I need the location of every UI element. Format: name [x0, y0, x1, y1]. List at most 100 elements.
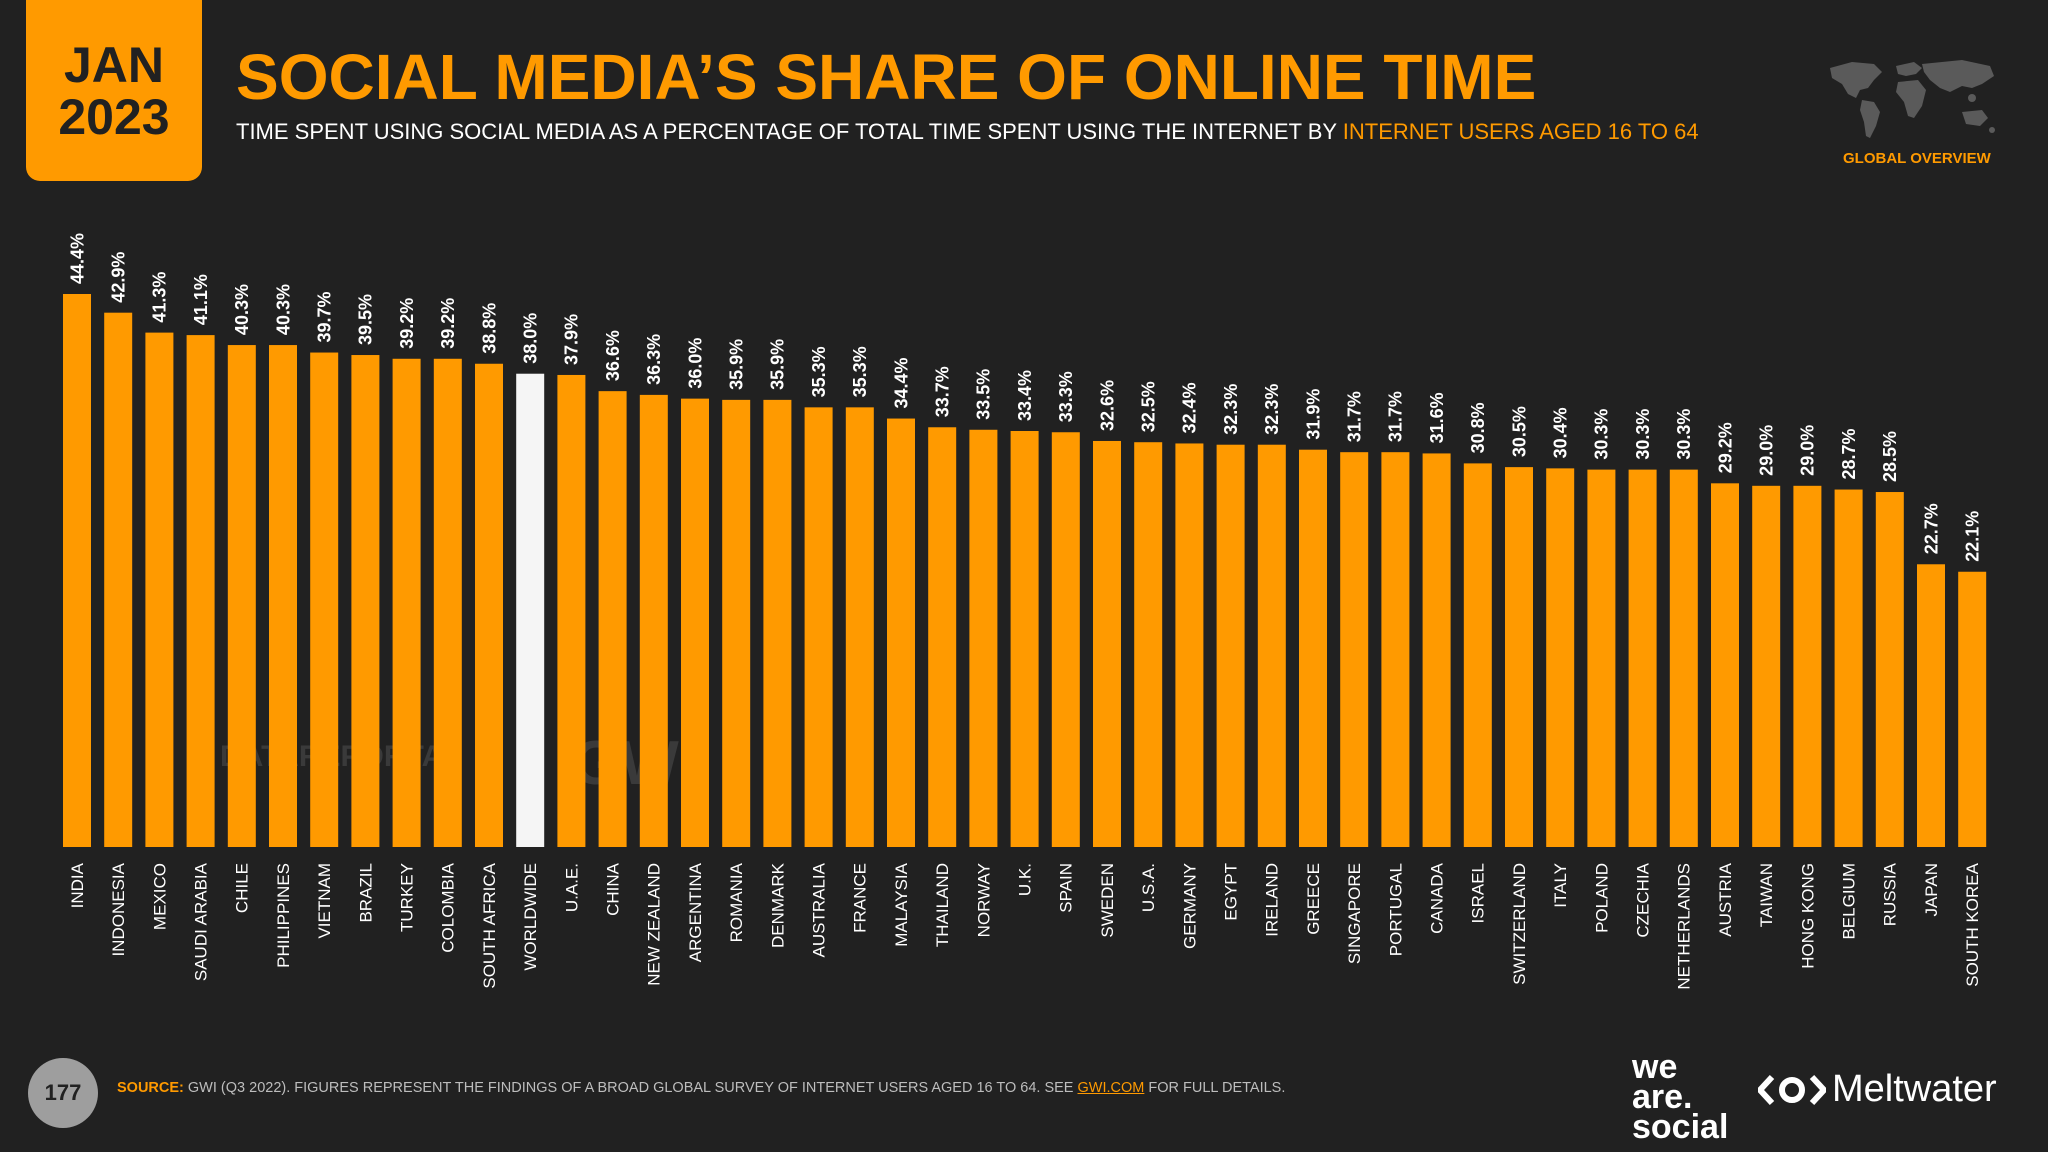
bar-israel	[1463, 463, 1492, 847]
value-label-brazil: 39.5%	[356, 294, 376, 345]
bar-poland	[1587, 469, 1616, 847]
category-label-greece: GREECE	[1304, 863, 1323, 935]
value-label-hong-kong: 29.0%	[1798, 425, 1818, 476]
page-title: SOCIAL MEDIA’S SHARE OF ONLINE TIME	[236, 41, 1537, 113]
value-label-portugal: 31.7%	[1386, 391, 1406, 442]
category-label-thailand: THAILAND	[933, 863, 952, 947]
value-label-argentina: 36.0%	[685, 338, 705, 389]
value-label-turkey: 39.2%	[397, 298, 417, 349]
date-year: 2023	[58, 88, 170, 145]
value-label-worldwide: 38.0%	[521, 313, 541, 364]
category-label-u-a-e: U.A.E.	[562, 863, 581, 912]
source-label: SOURCE:	[117, 1080, 184, 1096]
category-label-germany: GERMANY	[1180, 863, 1199, 949]
bar-indonesia	[104, 312, 133, 847]
bar-taiwan	[1752, 485, 1781, 847]
bar-ireland	[1257, 444, 1286, 847]
category-label-denmark: DENMARK	[768, 862, 787, 948]
category-label-sweden: SWEDEN	[1098, 863, 1117, 938]
category-label-portugal: PORTUGAL	[1386, 863, 1405, 956]
bar-malaysia	[887, 418, 915, 847]
bar-hong-kong	[1793, 485, 1822, 847]
value-label-denmark: 35.9%	[768, 339, 788, 390]
bar-thailand	[928, 427, 957, 847]
category-label-south-africa: SOUTH AFRICA	[480, 862, 499, 988]
bar-worldwide	[516, 373, 545, 847]
source-end: FOR FULL DETAILS.	[1144, 1080, 1286, 1096]
bar-canada	[1422, 453, 1451, 847]
category-label-austria: AUSTRIA	[1716, 862, 1735, 936]
value-label-u-s-a: 32.5%	[1139, 381, 1159, 432]
category-label-south-korea: SOUTH KOREA	[1963, 862, 1982, 986]
category-label-ireland: IRELAND	[1263, 863, 1282, 937]
value-label-netherlands: 30.3%	[1674, 409, 1694, 460]
bar-philippines	[269, 345, 297, 847]
category-label-malaysia: MALAYSIA	[892, 862, 911, 946]
category-label-chile: CHILE	[233, 863, 252, 913]
value-label-israel: 30.8%	[1468, 402, 1488, 453]
category-label-romania: ROMANIA	[727, 862, 746, 942]
date-month: JAN	[63, 36, 165, 93]
bar-france	[845, 407, 874, 847]
bar-netherlands	[1669, 469, 1698, 847]
category-label-netherlands: NETHERLANDS	[1675, 863, 1694, 990]
value-label-japan: 22.7%	[1921, 503, 1941, 554]
category-label-belgium: BELGIUM	[1840, 863, 1859, 940]
global-overview-label: GLOBAL OVERVIEW	[1843, 150, 1991, 167]
category-label-turkey: TURKEY	[398, 863, 417, 932]
value-label-philippines: 40.3%	[273, 284, 293, 335]
category-label-czechia: CZECHIA	[1634, 862, 1653, 937]
category-label-u-k: U.K.	[1016, 863, 1035, 896]
bar-czechia	[1628, 469, 1657, 847]
bar-u-a-e	[557, 374, 586, 847]
datareportal-watermark-text: DATAREPORTAL	[220, 740, 462, 773]
source-link[interactable]: GWI.COM	[1077, 1080, 1145, 1096]
bar-india	[63, 294, 91, 847]
page-number: 177	[28, 1058, 98, 1128]
category-label-taiwan: TAIWAN	[1757, 863, 1776, 927]
value-label-south-korea: 22.1%	[1963, 511, 1983, 562]
category-label-poland: POLAND	[1592, 863, 1611, 933]
date-badge: JAN 2023	[26, 0, 202, 181]
bar-chile	[227, 345, 256, 847]
bar-singapore	[1340, 452, 1369, 847]
category-label-brazil: BRAZIL	[356, 863, 375, 923]
bar-italy	[1546, 468, 1575, 847]
bar-turkey	[392, 358, 421, 847]
value-label-china: 36.6%	[603, 330, 623, 381]
world-map-icon	[1830, 60, 1995, 138]
category-label-india: INDIA	[68, 862, 87, 908]
bar-vietnam	[310, 352, 339, 847]
value-label-chile: 40.3%	[232, 284, 252, 335]
category-label-hong-kong: HONG KONG	[1798, 863, 1817, 969]
source-note: SOURCE: GWI (Q3 2022). FIGURES REPRESENT…	[117, 1080, 1285, 1096]
bar-romania	[722, 399, 751, 847]
category-label-israel: ISRAEL	[1469, 863, 1488, 923]
subtitle-main: TIME SPENT USING SOCIAL MEDIA AS A PERCE…	[236, 119, 1343, 144]
value-label-belgium: 28.7%	[1839, 428, 1859, 479]
bar-saudi-arabia	[186, 335, 215, 847]
category-label-china: CHINA	[604, 862, 623, 916]
value-label-malaysia: 34.4%	[891, 358, 911, 409]
value-label-india: 44.4%	[67, 233, 87, 284]
category-label-norway: NORWAY	[974, 863, 993, 937]
bar-spain	[1051, 432, 1080, 847]
category-label-u-s-a: U.S.A.	[1139, 863, 1158, 912]
bar-u-s-a	[1134, 442, 1163, 847]
bar-china	[598, 391, 627, 847]
value-label-indonesia: 42.9%	[108, 252, 128, 303]
value-label-romania: 35.9%	[727, 339, 747, 390]
value-label-egypt: 32.3%	[1221, 384, 1241, 435]
bar-argentina	[681, 398, 709, 847]
category-label-worldwide: WORLDWIDE	[521, 863, 540, 971]
value-label-canada: 31.6%	[1427, 392, 1447, 443]
value-label-australia: 35.3%	[809, 346, 829, 397]
value-label-new-zealand: 36.3%	[644, 334, 664, 385]
category-label-russia: RUSSIA	[1881, 862, 1900, 926]
brand-line-2: are.	[1632, 1078, 1693, 1116]
value-label-colombia: 39.2%	[438, 298, 458, 349]
bar-russia	[1875, 492, 1904, 847]
value-label-austria: 29.2%	[1715, 422, 1735, 473]
value-label-spain: 33.3%	[1056, 371, 1076, 422]
